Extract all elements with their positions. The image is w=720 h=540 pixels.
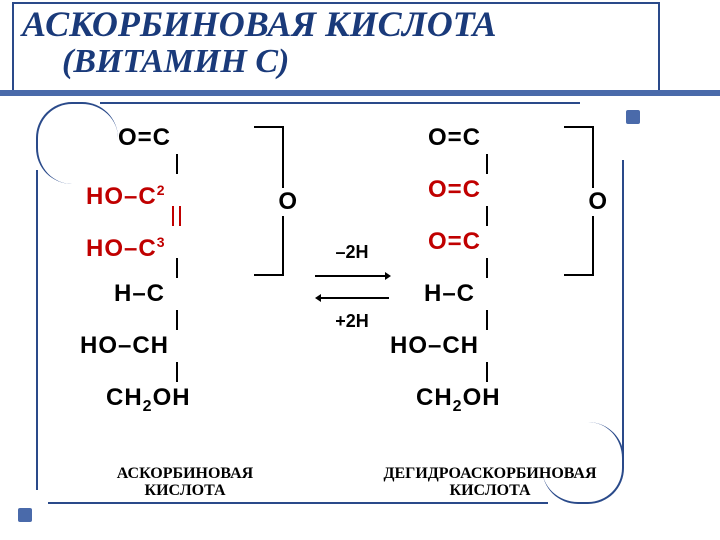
title-underline	[0, 90, 720, 96]
reverse-arrow-icon	[312, 287, 392, 309]
reverse-reaction-label: +2H	[312, 311, 392, 332]
label-r2: КИСЛОТА	[450, 482, 531, 499]
formula-row: H–C	[390, 268, 620, 320]
frame-top	[100, 102, 580, 104]
forward-arrow-icon	[312, 265, 392, 287]
dehydroascorbic-acid-label: ДЕГИДРОАСКОРБИНОВАЯ КИСЛОТА	[360, 465, 620, 500]
formula-row: O=C	[390, 216, 620, 268]
formula-row: O=C	[80, 112, 310, 164]
formula-row: HO–C2	[80, 164, 310, 216]
equilibrium-arrows: –2H +2H	[312, 240, 392, 334]
corner-bullet-top-right	[626, 110, 640, 124]
title-box: АСКОРБИНОВАЯ КИСЛОТА (ВИТАМИН С)	[12, 2, 660, 92]
ascorbic-acid-structure: O O=CHO–C2HO–C3H–CHO–CHCH2OH	[80, 112, 310, 424]
formula-row: HO–CH	[80, 320, 310, 372]
label-l1: АСКОРБИНОВАЯ	[117, 465, 253, 482]
formula-row: O=C	[390, 164, 620, 216]
title-line-2: (ВИТАМИН С)	[22, 44, 658, 80]
frame-bottom	[48, 502, 548, 504]
formula-row: CH2OH	[390, 372, 620, 424]
label-l2: КИСЛОТА	[145, 482, 226, 499]
formula-row: HO–CH	[390, 320, 620, 372]
frame-right	[622, 160, 624, 460]
frame-left	[36, 170, 38, 490]
dehydroascorbic-acid-structure: O O=CO=CO=CH–CHO–CHCH2OH	[390, 112, 620, 424]
formula-row: O=C	[390, 112, 620, 164]
formula-row: CH2OH	[80, 372, 310, 424]
label-r1: ДЕГИДРОАСКОРБИНОВАЯ	[383, 465, 596, 482]
title-line-1: АСКОРБИНОВАЯ КИСЛОТА	[22, 4, 658, 44]
corner-bullet-bottom-left	[18, 508, 32, 522]
formula-row: H–C	[80, 268, 310, 320]
formula-row: HO–C3	[80, 216, 310, 268]
reaction-diagram: O O=CHO–C2HO–C3H–CHO–CHCH2OH O O=CO=CO=C…	[50, 108, 610, 496]
ascorbic-acid-label: АСКОРБИНОВАЯ КИСЛОТА	[70, 465, 300, 500]
forward-reaction-label: –2H	[312, 242, 392, 263]
